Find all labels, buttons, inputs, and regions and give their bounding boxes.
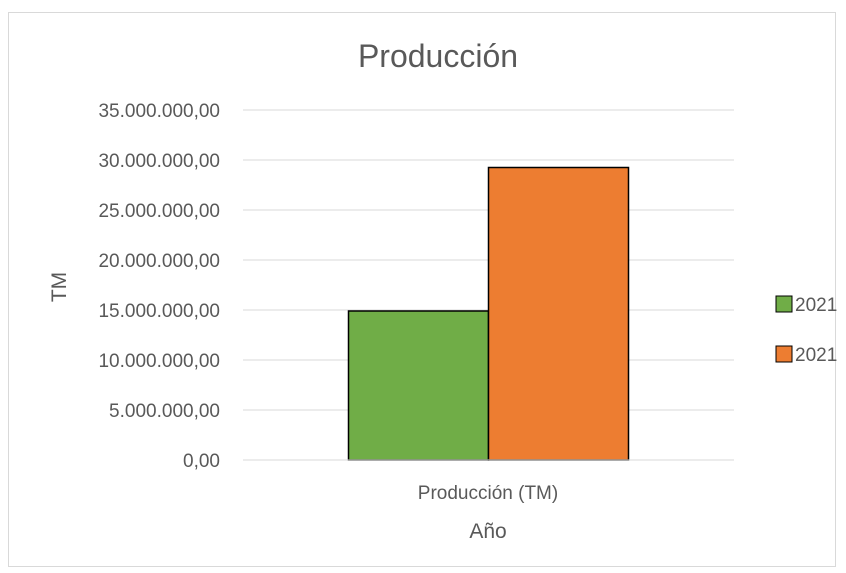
x-tick-label: Producción (TM) — [418, 483, 558, 504]
y-tick-label: 35.000.000,00 — [98, 101, 220, 122]
y-tick-label: 10.000.000,00 — [98, 351, 220, 372]
x-axis-title: Año — [469, 520, 506, 543]
legend-swatch — [775, 345, 793, 363]
y-tick-label: 30.000.000,00 — [98, 151, 220, 172]
y-tick-label: 0,00 — [183, 451, 220, 472]
chart-title: Producción — [358, 38, 518, 74]
chart-frame — [8, 12, 836, 567]
bar-series-2 — [487, 166, 630, 461]
legend: 2021 2021 — [775, 295, 837, 366]
y-tick-label: 25.000.000,00 — [98, 201, 220, 222]
y-axis-title: TM — [48, 272, 71, 302]
y-tick-label: 15.000.000,00 — [98, 301, 220, 322]
y-axis-ticks: 0,00 5.000.000,00 10.000.000,00 15.000.000,… — [98, 101, 220, 472]
legend-swatch — [775, 295, 793, 313]
y-tick-label: 20.000.000,00 — [98, 251, 220, 272]
legend-label: 2021 — [795, 295, 837, 316]
bar-series-1 — [347, 310, 490, 461]
bars — [347, 166, 630, 461]
y-tick-label: 5.000.000,00 — [109, 401, 220, 422]
legend-label: 2021 — [795, 345, 837, 366]
